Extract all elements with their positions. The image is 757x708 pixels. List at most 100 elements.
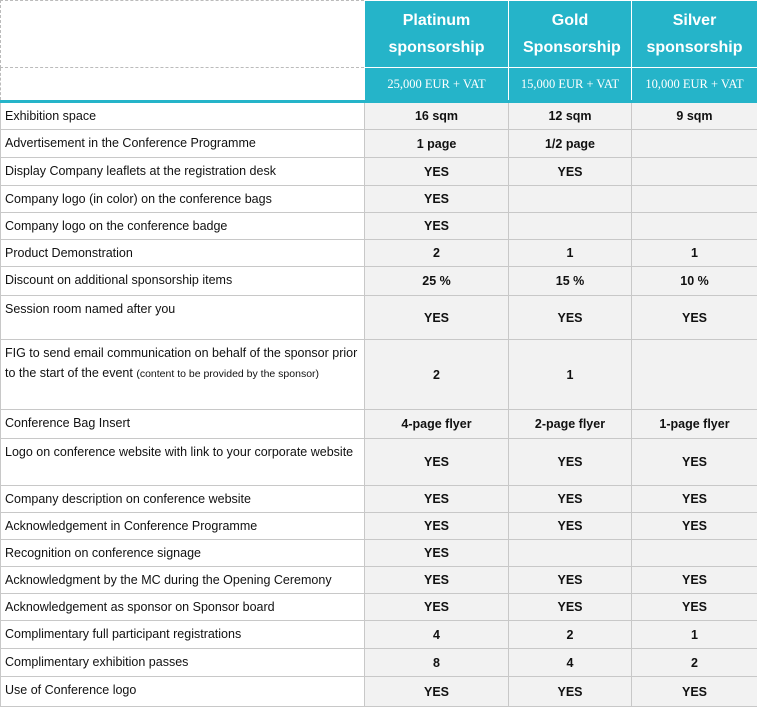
cell-value: 1/2 page: [508, 129, 632, 158]
cell-value: YES: [631, 566, 757, 594]
row-label: Session room named after you: [0, 295, 365, 340]
cell-value: [631, 185, 757, 213]
row-label: Company logo (in color) on the conferenc…: [0, 185, 365, 213]
cell-value: YES: [631, 295, 757, 340]
cell-value: YES: [364, 157, 509, 186]
column-price: 10,000 EUR + VAT: [631, 67, 757, 103]
row-label: FIG to send email communication on behal…: [0, 339, 365, 410]
cell-value: YES: [364, 212, 509, 240]
table-row: Acknowledgement as sponsor on Sponsor bo…: [0, 593, 757, 621]
cell-value: [631, 339, 757, 410]
cell-value: YES: [364, 539, 509, 567]
row-label: Display Company leaflets at the registra…: [0, 157, 365, 186]
cell-value: 4: [364, 620, 509, 649]
cell-value: 1: [631, 620, 757, 649]
cell-value: 1: [508, 339, 632, 410]
cell-value: YES: [508, 512, 632, 540]
cell-value: 1: [631, 239, 757, 267]
cell-value: YES: [508, 593, 632, 621]
row-label-text: Use of Conference logo: [5, 683, 137, 697]
cell-value: YES: [631, 593, 757, 621]
row-label: Conference Bag Insert: [0, 409, 365, 439]
table-row: Exhibition space 16 sqm 12 sqm 9 sqm: [0, 101, 757, 130]
cell-value: [508, 185, 632, 213]
table-row: Company logo on the conference badge YES: [0, 212, 757, 240]
cell-value: 10 %: [631, 266, 757, 296]
row-label-text: FIG to send email communication on behal…: [5, 346, 358, 380]
cell-value: YES: [364, 566, 509, 594]
table-row: Product Demonstration 2 1 1: [0, 239, 757, 267]
column-title: Silver sponsorship: [631, 0, 757, 68]
row-label-text: Acknowledgement in Conference Programme: [5, 519, 258, 533]
cell-value: [631, 157, 757, 186]
cell-value: YES: [508, 295, 632, 340]
table-row: Discount on additional sponsorship items…: [0, 266, 757, 296]
row-label-text: Advertisement in the Conference Programm…: [5, 136, 256, 150]
cell-value: YES: [631, 438, 757, 486]
row-label: Product Demonstration: [0, 239, 365, 267]
cell-value: 9 sqm: [631, 101, 757, 130]
cell-value: 15 %: [508, 266, 632, 296]
table-row: Display Company leaflets at the registra…: [0, 157, 757, 186]
column-title: Platinum sponsorship: [364, 0, 509, 68]
cell-value: 1: [508, 239, 632, 267]
row-label-text: Session room named after you: [5, 302, 176, 316]
cell-value: YES: [631, 485, 757, 513]
cell-value: 2: [364, 239, 509, 267]
cell-value: [631, 212, 757, 240]
row-label: Advertisement in the Conference Programm…: [0, 129, 365, 158]
cell-value: YES: [364, 295, 509, 340]
row-label: Exhibition space: [0, 101, 365, 130]
cell-value: 2: [508, 620, 632, 649]
cell-value: YES: [364, 512, 509, 540]
row-label-text: Company logo on the conference badge: [5, 219, 228, 233]
cell-value: 2: [364, 339, 509, 410]
cell-value: YES: [364, 676, 509, 707]
row-label-text: Discount on additional sponsorship items: [5, 273, 233, 287]
column-price: 25,000 EUR + VAT: [364, 67, 509, 103]
price-row: 25,000 EUR + VAT 15,000 EUR + VAT 10,000 E…: [0, 67, 757, 103]
cell-value: YES: [508, 157, 632, 186]
cell-value: [631, 129, 757, 158]
row-label-text: Exhibition space: [5, 109, 97, 123]
cell-value: 1 page: [364, 129, 509, 158]
column-price: 15,000 EUR + VAT: [508, 67, 632, 103]
row-label: Complimentary full participant registrat…: [0, 620, 365, 649]
cell-value: 4: [508, 648, 632, 677]
cell-value: 12 sqm: [508, 101, 632, 130]
cell-value: YES: [631, 676, 757, 707]
cell-value: YES: [508, 676, 632, 707]
table-row: Acknowledgment by the MC during the Open…: [0, 566, 757, 594]
cell-value: 25 %: [364, 266, 509, 296]
cell-value: YES: [364, 438, 509, 486]
row-label-text: Logo on conference website with link to …: [5, 445, 354, 459]
cell-value: 16 sqm: [364, 101, 509, 130]
row-label-text: Acknowledgment by the MC during the Open…: [5, 573, 332, 587]
header-row: Platinum sponsorship Gold Sponsorship Silv…: [0, 0, 757, 68]
row-label-text: Complimentary full participant registrat…: [5, 627, 242, 641]
table-row: Company description on conference websit…: [0, 485, 757, 513]
table-row: Complimentary full participant registrat…: [0, 620, 757, 649]
cell-value: YES: [508, 566, 632, 594]
row-label-text: Product Demonstration: [5, 246, 133, 260]
row-note: (content to be provided by the sponsor): [136, 368, 320, 380]
table-row: Recognition on conference signage YES: [0, 539, 757, 567]
row-label-text: Recognition on conference signage: [5, 546, 201, 560]
cell-value: YES: [364, 593, 509, 621]
row-label-text: Acknowledgement as sponsor on Sponsor bo…: [5, 600, 275, 614]
cell-value: [508, 212, 632, 240]
cell-value: 2: [631, 648, 757, 677]
row-label: Acknowledgement in Conference Programme: [0, 512, 365, 540]
cell-value: [631, 539, 757, 567]
row-label: Acknowledgement as sponsor on Sponsor bo…: [0, 593, 365, 621]
cell-value: 2-page flyer: [508, 409, 632, 439]
row-label: Logo on conference website with link to …: [0, 438, 365, 486]
row-label: Recognition on conference signage: [0, 539, 365, 567]
cell-value: YES: [631, 512, 757, 540]
blank-cell: [0, 67, 365, 103]
cell-value: YES: [508, 485, 632, 513]
cell-value: YES: [364, 485, 509, 513]
row-label: Acknowledgment by the MC during the Open…: [0, 566, 365, 594]
row-label-text: Conference Bag Insert: [5, 416, 131, 430]
row-label: Company logo on the conference badge: [0, 212, 365, 240]
